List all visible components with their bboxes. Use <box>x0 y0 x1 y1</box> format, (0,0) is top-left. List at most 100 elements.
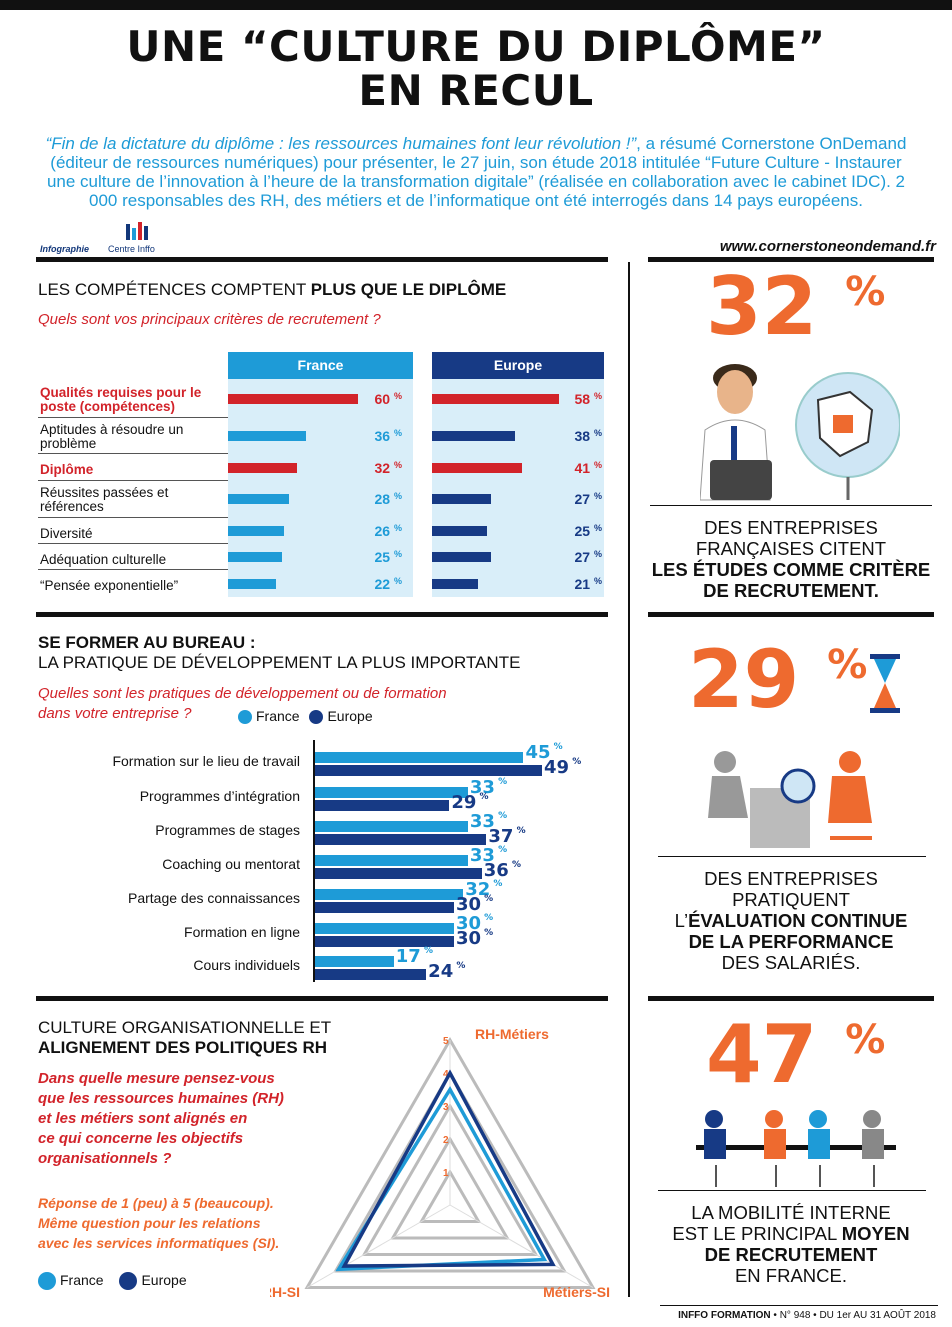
radar-legend-france-dot <box>38 1272 56 1291</box>
practice-europe-value: 30 % <box>455 928 494 949</box>
section3-note: Réponse de 1 (peu) à 5 (beaucoup). Même q… <box>38 1195 280 1251</box>
source-url: www.cornerstoneondemand.fr <box>719 238 936 255</box>
stat1-divider <box>650 505 932 506</box>
recruiter-illustration <box>700 364 900 501</box>
practice-france-bar <box>315 889 464 900</box>
criterion-label: Aptitudes à résoudre un problème <box>40 422 184 451</box>
criterion-label: Diplôme <box>40 462 94 477</box>
radar-grid-ring <box>418 1169 482 1223</box>
practice-europe-value: 49 % <box>544 757 582 778</box>
practice-france-value: 45 % <box>525 742 563 763</box>
practice-france-bar <box>315 752 524 763</box>
hourglass-icon <box>870 654 900 713</box>
footer: INFFO FORMATION • N° 948 • DU 1er AU 31 … <box>678 1310 936 1321</box>
title-line-2: EN RECUL <box>358 66 594 115</box>
criterion-separator <box>38 543 228 544</box>
criterion-label: “Pensée exponentielle” <box>40 578 179 593</box>
logo-icon <box>126 222 148 240</box>
practice-france-bar <box>315 821 468 832</box>
criterion-label: Adéquation culturelle <box>40 552 167 567</box>
intro-text: , a résumé Cornerstone OnDemand (éditeur… <box>46 134 907 210</box>
france-bar <box>228 431 306 441</box>
radar-tick-label: 5 <box>443 1036 449 1047</box>
france-value-label: 26 % <box>374 523 402 539</box>
criterion-separator <box>38 569 228 570</box>
section2-question: Quelles sont les pratiques de développem… <box>38 685 447 722</box>
radar-legend-europe-dot <box>119 1272 138 1291</box>
practice-france-bar <box>315 787 468 798</box>
france-value-label: 32 % <box>374 459 402 476</box>
stat1-text: DES ENTREPRISES FRANÇAISES CITENT LES ÉTU… <box>651 517 931 601</box>
practice-label: Formation sur le lieu de travail <box>112 753 300 769</box>
europe-value-label: 38 % <box>574 428 602 444</box>
section3-legend: France Europe <box>38 1272 187 1291</box>
radar-tick-label: 4 <box>443 1069 449 1080</box>
section3-question: Dans quelle mesure pensez-vous que les re… <box>38 1070 284 1167</box>
practice-europe-bar <box>315 800 450 811</box>
intro-paragraph: “Fin de la dictature du diplôme : les re… <box>40 134 912 210</box>
practices-axis <box>313 740 315 982</box>
section3-rule <box>36 996 608 1001</box>
practice-france-value: 17 % <box>395 946 433 967</box>
europe-value-label: 21 % <box>574 575 602 592</box>
europe-value-label: 58 % <box>574 391 602 407</box>
france-value-label: 28 % <box>374 491 402 507</box>
section2-legend: France Europe <box>238 708 373 725</box>
europe-bar <box>432 462 522 473</box>
radar-grid-ring <box>361 1102 539 1256</box>
stat2-number: 29 % <box>688 633 868 726</box>
france-bar <box>228 462 298 473</box>
centre-inffo-logo: Infographie Centre Inffo <box>40 222 170 254</box>
meeting-illustration <box>696 1110 896 1187</box>
legend-europe-dot <box>309 710 324 725</box>
radar-legend-france-label: France <box>60 1272 104 1288</box>
radar-axis-line <box>449 1204 594 1288</box>
stat3-text: LA MOBILITÉ INTERNE EST LE PRINCIPAL MOY… <box>672 1202 910 1286</box>
radar-tick-label: 2 <box>443 1135 449 1146</box>
practice-france-value: 33 % <box>469 811 508 832</box>
legend-france-dot <box>238 710 252 725</box>
intro-quote: “Fin de la dictature du diplôme : les re… <box>45 134 637 153</box>
stat3-rule <box>648 996 934 1001</box>
europe-bar <box>432 526 487 536</box>
france-value-label: 36 % <box>374 428 402 444</box>
practice-europe-bar <box>315 868 482 879</box>
radar-grid-ring <box>333 1069 567 1273</box>
europe-value-label: 27 % <box>574 549 602 565</box>
radar-tick-label: 1 <box>443 1168 449 1179</box>
practice-europe-bar <box>315 765 542 776</box>
practice-europe-value: 24 % <box>428 961 466 982</box>
europe-value-label: 25 % <box>574 523 602 539</box>
criterion-separator <box>38 517 228 518</box>
alignment-radar-chart: 1 2 3 4 5 RH-Métiers Métiers-SI RH-SI <box>270 1026 610 1300</box>
europe-value-label: 27 % <box>574 491 602 507</box>
radar-tick-label: 3 <box>443 1102 449 1113</box>
stat3-number: 47 % <box>706 1008 886 1101</box>
column-divider <box>628 262 630 1297</box>
stat3-divider <box>658 1190 926 1191</box>
column-header-europe: Europe <box>432 352 604 379</box>
criterion-label: Diversité <box>40 526 93 541</box>
practice-france-value: 33 % <box>469 845 508 866</box>
radar-legend-europe-label: Europe <box>141 1272 187 1288</box>
practice-europe-value: 29 % <box>451 792 489 813</box>
legend-europe-label: Europe <box>327 708 373 724</box>
france-bar <box>228 552 283 562</box>
practice-europe-value: 36 % <box>483 860 521 881</box>
practice-france-bar <box>315 923 454 934</box>
practice-europe-bar <box>315 834 487 845</box>
page-title: UNE “CULTURE DU DIPLÔME” EN RECUL <box>0 25 952 113</box>
france-value-label: 22 % <box>374 575 402 592</box>
europe-bar <box>432 578 478 589</box>
criterion-separator <box>38 480 228 481</box>
section1-heading: LES COMPÉTENCES COMPTENT PLUS QUE LE DIP… <box>38 280 507 299</box>
section2-heading: SE FORMER AU BUREAU : LA PRATIQUE DE DÉVE… <box>38 633 521 672</box>
europe-bar <box>432 394 559 404</box>
practice-europe-bar <box>315 902 454 913</box>
section3-heading: CULTURE ORGANISATIONNELLE ET ALIGNEMENT D… <box>38 1018 332 1057</box>
practice-label: Coaching ou mentorat <box>162 856 300 872</box>
title-line-1: UNE “CULTURE DU DIPLÔME” <box>126 22 826 71</box>
europe-value-label: 41 % <box>574 459 602 476</box>
practice-france-bar <box>315 956 394 967</box>
practice-europe-bar <box>315 969 427 980</box>
